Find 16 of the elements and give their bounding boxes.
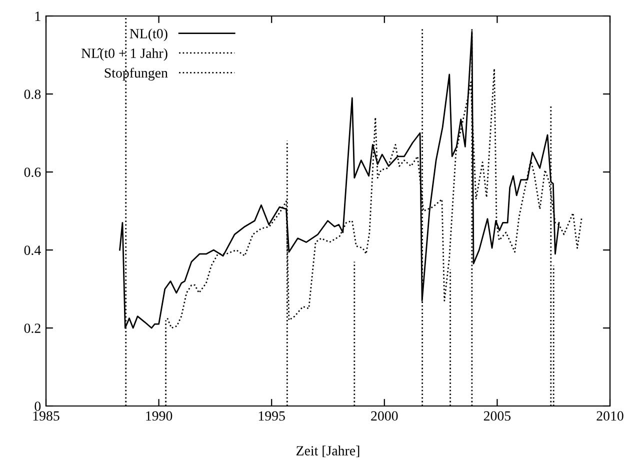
y-tick-label: 0.2 [24, 324, 40, 334]
y-tick-label: 0.8 [24, 90, 41, 100]
x-axis-title: Zeit [Jahre] [296, 446, 360, 458]
y-tick-label: 0.4 [24, 246, 41, 256]
y-tick-label: 0 [34, 402, 41, 411]
legend-label: NL(t0) [130, 28, 168, 42]
x-tick-label: 2000 [371, 411, 398, 421]
y-tick-label: 1 [35, 12, 40, 21]
x-tick-label: 1985 [33, 411, 60, 421]
legend-label: Stopfungen [104, 68, 168, 81]
x-tick-label: 1995 [258, 411, 285, 421]
y-tick-label: 0.6 [24, 168, 41, 178]
x-tick-label: 1990 [146, 411, 172, 421]
x-tick-label: 2010 [596, 411, 624, 421]
x-tick-label: 2005 [484, 411, 511, 421]
legend-label: NL̂(t0 + 1 Jahr) [81, 48, 168, 61]
